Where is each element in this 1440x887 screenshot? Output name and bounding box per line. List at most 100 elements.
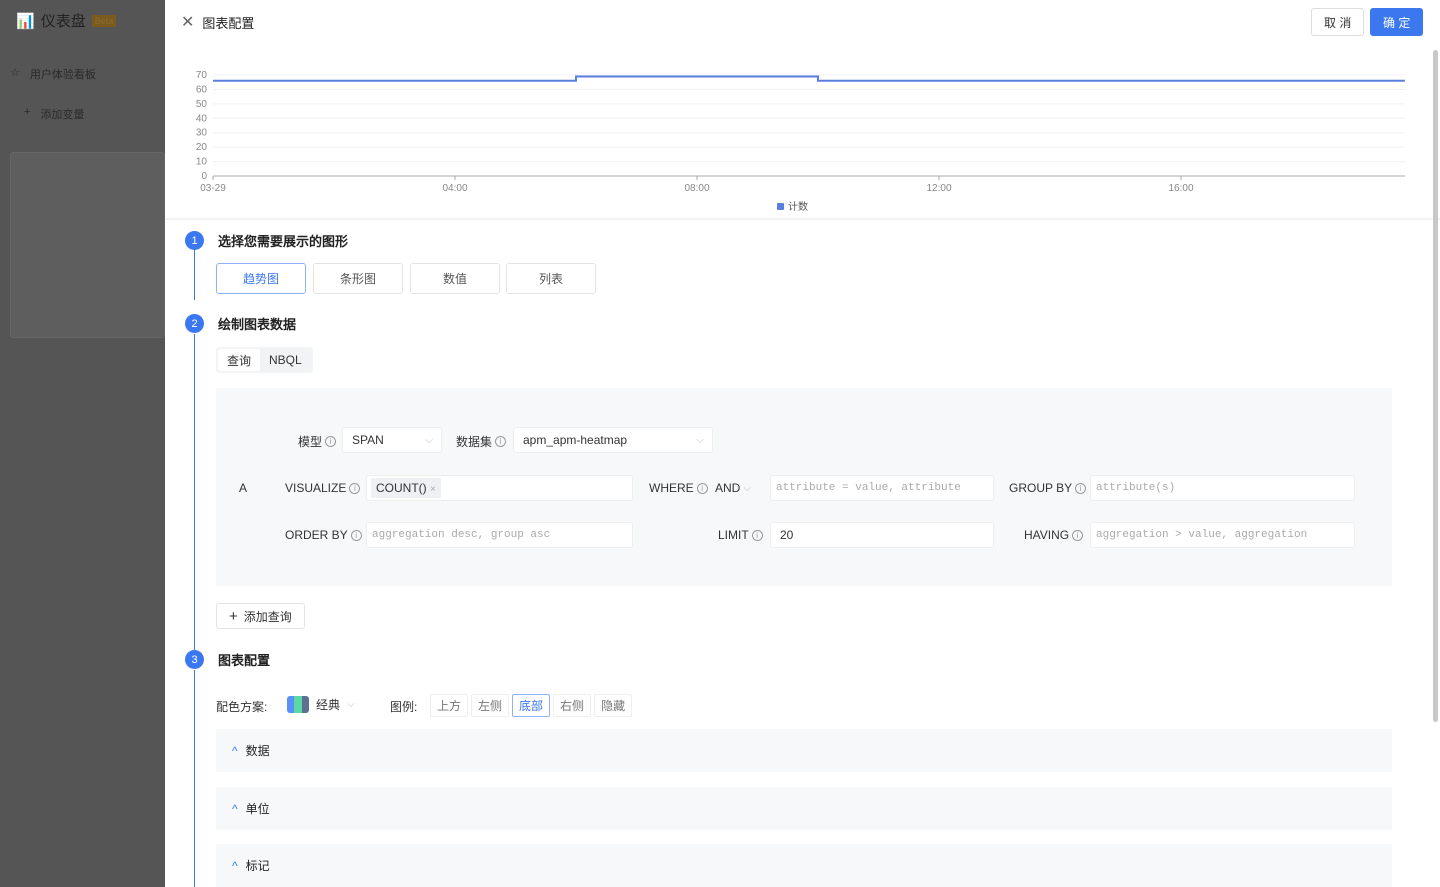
info-icon: i [1075,482,1087,494]
chart-config-drawer: ✕ 图表配置 取 消 确 定 0 10 20 30 40 50 60 70 03-29 04:00 0… [165,0,1440,887]
palette-icon [287,696,309,713]
section-data[interactable]: ^ 数据 [216,729,1392,772]
legend-top-option[interactable]: 上方 [430,694,469,717]
info-icon: i [1072,529,1084,541]
dataset-select[interactable]: apm_apm-heatmap ⌵ [513,427,713,453]
step-title: 绘制图表数据 [218,317,297,332]
beta-badge: Beta [91,14,117,27]
section-title: 单位 [245,802,270,816]
where-label: WHERE i [649,481,708,495]
remove-tag-icon[interactable]: × [430,484,436,495]
scrollbar[interactable] [1433,50,1438,722]
info-icon: i [495,436,507,447]
legend-hide-option[interactable]: 隐藏 [594,694,633,717]
label-text: HAVING [1024,528,1070,542]
where-input[interactable]: attribute = value, attribute [770,475,994,501]
y-tick-label: 70 [196,70,208,81]
label-text: GROUP BY [1009,481,1073,495]
chevron-up-icon: ^ [232,858,238,873]
close-icon[interactable]: ✕ [181,14,195,31]
legend-bottom-option[interactable]: 底部 [512,694,551,717]
chevron-down-icon: ⌵ [425,434,433,446]
sidebar-item-label: 添加变量 [40,109,85,121]
cancel-button[interactable]: 取 消 [1311,8,1365,36]
legend-right-option[interactable]: 右侧 [553,694,592,717]
label-text: ORDER BY [285,528,348,542]
drawer-title: 图表配置 [202,15,255,31]
order-by-input[interactable]: aggregation desc, group asc [366,522,633,548]
plus-icon: + [229,607,238,625]
x-tick-label: 03-29 [200,183,226,194]
color-scheme-select[interactable]: 经典 ⌵ [287,696,355,713]
section-marker[interactable]: ^ 标记 [216,844,1392,887]
type-table-button[interactable]: 列表 [506,263,596,294]
y-tick-label: 50 [196,99,208,110]
where-operator-select[interactable]: AND ⌵ [715,481,751,495]
dashboard-panel [10,152,165,338]
order-by-label: ORDER BY i [285,528,362,542]
tab-query[interactable]: 查询 [218,349,261,371]
legend-label: 计数 [788,200,808,213]
type-number-button[interactable]: 数值 [410,263,500,294]
y-tick-label: 0 [201,171,207,182]
tag-text: COUNT() [376,481,427,495]
group-by-label: GROUP BY i [1009,481,1087,495]
group-by-input[interactable]: attribute(s) [1090,475,1355,501]
visualize-input[interactable]: COUNT() × [366,475,633,501]
chevron-up-icon: ^ [232,801,238,816]
label-text: LIMIT [718,528,749,542]
visualize-label: VISUALIZE i [285,481,361,495]
chevron-down-icon: ⌵ [347,699,355,710]
y-tick-label: 30 [196,128,208,139]
divider [165,218,1440,220]
model-label: 模型 i [298,433,337,450]
legend-label: 图例: [390,700,418,714]
section-title: 数据 [245,744,270,758]
star-icon: ☆ [10,67,20,79]
sidebar-item-add-variable[interactable]: + 添加变量 [24,106,84,122]
label-text: WHERE [649,481,694,495]
select-value: apm_apm-heatmap [523,433,628,447]
step-number: 1 [185,231,204,250]
info-icon: i [349,482,361,494]
step-3-header: 3 图表配置 [185,650,270,669]
step-1-header: 1 选择您需要展示的图形 [185,231,348,250]
confirm-button[interactable]: 确 定 [1370,8,1424,36]
step-line [194,670,195,887]
type-trend-button[interactable]: 趋势图 [216,263,306,294]
label-text: VISUALIZE [285,481,347,495]
legend-left-option[interactable]: 左侧 [471,694,510,717]
x-tick-label: 08:00 [684,183,709,194]
series-line [213,75,1405,82]
limit-label: LIMIT i [718,528,763,542]
add-query-button[interactable]: + 添加查询 [216,603,305,629]
step-line [194,334,195,650]
step-title: 图表配置 [218,653,271,668]
x-tick-label: 12:00 [926,183,951,194]
sidebar-item-label: 用户体验看板 [29,69,96,81]
trend-chart: 0 10 20 30 40 50 60 70 03-29 04:00 08:00 12:00 16:00… [196,70,1405,213]
section-unit[interactable]: ^ 单位 [216,787,1392,830]
label-text: 模型 [298,435,323,449]
sidebar-item-dashboard[interactable]: ☆ 用户体验看板 [10,66,96,82]
step-line [194,250,195,300]
model-select[interactable]: SPAN ⌵ [342,427,442,453]
step-2-header: 2 绘制图表数据 [185,314,296,333]
dashboard-icon: 📊 [16,12,35,30]
y-tick-label: 40 [196,113,208,124]
info-icon: i [350,529,362,541]
type-bar-button[interactable]: 条形图 [313,263,403,294]
step-title: 选择您需要展示的图形 [218,234,349,249]
dataset-label: 数据集 i [456,433,507,450]
label-text: 数据集 [456,435,493,449]
chevron-down-icon: ⌵ [743,482,751,494]
app-title: 仪表盘 [40,13,86,30]
tab-nbql[interactable]: NBQL [269,353,302,367]
chevron-down-icon: ⌵ [696,434,704,446]
y-tick-label: 60 [196,84,208,95]
having-label: HAVING i [1024,528,1084,542]
limit-input[interactable]: 20 [770,522,994,548]
having-input[interactable]: aggregation > value, aggregation [1090,522,1355,548]
x-tick-label: 04:00 [442,183,467,194]
section-title: 标记 [245,859,270,873]
